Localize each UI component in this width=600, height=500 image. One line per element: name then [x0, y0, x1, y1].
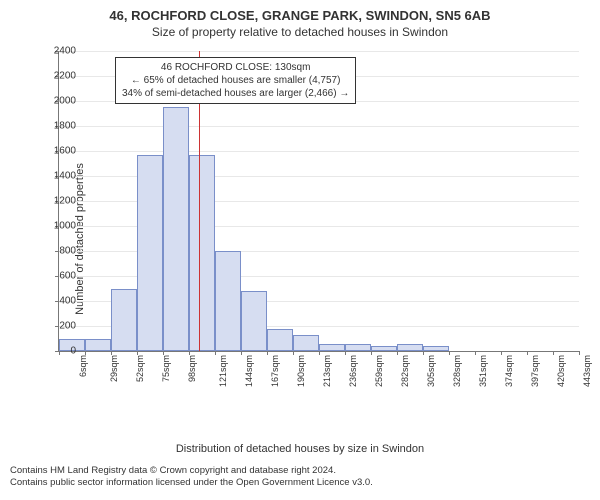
- footer-line2: Contains public sector information licen…: [10, 477, 590, 489]
- chart-container: Number of detached properties 46 ROCHFOR…: [0, 39, 600, 439]
- xtick-label: 374sqm: [504, 355, 514, 387]
- plot-area: 46 ROCHFORD CLOSE: 130sqm ← 65% of detac…: [58, 51, 579, 352]
- xtick-mark: [319, 351, 320, 355]
- xtick-mark: [267, 351, 268, 355]
- ytick-label: 1600: [46, 146, 76, 157]
- xtick-label: 213sqm: [322, 355, 332, 387]
- histogram-bar: [319, 344, 345, 352]
- xtick-mark: [579, 351, 580, 355]
- annotation-line2: ← 65% of detached houses are smaller (4,…: [122, 74, 349, 87]
- footer-line1: Contains HM Land Registry data © Crown c…: [10, 465, 590, 477]
- histogram-bar: [189, 155, 215, 351]
- xtick-label: 144sqm: [244, 355, 254, 387]
- xtick-label: 305sqm: [426, 355, 436, 387]
- xtick-mark: [475, 351, 476, 355]
- annotation-line1: 46 ROCHFORD CLOSE: 130sqm: [122, 61, 349, 74]
- xtick-mark: [345, 351, 346, 355]
- histogram-bar: [137, 155, 163, 351]
- title-subtitle: Size of property relative to detached ho…: [0, 25, 600, 39]
- xtick-label: 259sqm: [374, 355, 384, 387]
- histogram-bar: [371, 346, 397, 351]
- ytick-label: 1400: [46, 171, 76, 182]
- xtick-mark: [527, 351, 528, 355]
- ytick-label: 2000: [46, 96, 76, 107]
- ytick-label: 400: [46, 296, 76, 307]
- ytick-label: 0: [46, 346, 76, 357]
- x-axis-label: Distribution of detached houses by size …: [0, 443, 600, 455]
- xtick-label: 98sqm: [187, 355, 197, 382]
- gridline: [59, 51, 579, 52]
- histogram-bar: [267, 329, 293, 352]
- histogram-bar: [293, 335, 319, 351]
- xtick-mark: [215, 351, 216, 355]
- ytick-label: 200: [46, 321, 76, 332]
- ytick-label: 1000: [46, 221, 76, 232]
- title-address: 46, ROCHFORD CLOSE, GRANGE PARK, SWINDON…: [0, 8, 600, 23]
- xtick-mark: [397, 351, 398, 355]
- xtick-mark: [501, 351, 502, 355]
- annotation-box: 46 ROCHFORD CLOSE: 130sqm ← 65% of detac…: [115, 57, 356, 104]
- xtick-label: 443sqm: [582, 355, 592, 387]
- xtick-label: 52sqm: [135, 355, 145, 382]
- histogram-bar: [345, 344, 371, 352]
- histogram-bar: [397, 344, 423, 352]
- xtick-label: 236sqm: [348, 355, 358, 387]
- ytick-label: 1200: [46, 196, 76, 207]
- ytick-label: 1800: [46, 121, 76, 132]
- footer: Contains HM Land Registry data © Crown c…: [10, 465, 590, 490]
- histogram-bar: [163, 107, 189, 351]
- ytick-label: 600: [46, 271, 76, 282]
- xtick-label: 420sqm: [556, 355, 566, 387]
- gridline: [59, 126, 579, 127]
- xtick-mark: [423, 351, 424, 355]
- histogram-bar: [85, 339, 111, 352]
- xtick-label: 167sqm: [270, 355, 280, 387]
- xtick-label: 282sqm: [400, 355, 410, 387]
- xtick-label: 121sqm: [218, 355, 228, 387]
- xtick-label: 29sqm: [109, 355, 119, 382]
- histogram-bar: [241, 291, 267, 351]
- xtick-mark: [241, 351, 242, 355]
- xtick-mark: [449, 351, 450, 355]
- histogram-bar: [111, 289, 137, 352]
- xtick-mark: [371, 351, 372, 355]
- ytick-label: 2200: [46, 71, 76, 82]
- xtick-mark: [293, 351, 294, 355]
- xtick-label: 351sqm: [478, 355, 488, 387]
- histogram-bar: [215, 251, 241, 351]
- xtick-label: 397sqm: [530, 355, 540, 387]
- xtick-mark: [553, 351, 554, 355]
- xtick-label: 6sqm: [78, 355, 88, 377]
- histogram-bar: [423, 346, 449, 351]
- annotation-line3: 34% of semi-detached houses are larger (…: [122, 87, 349, 100]
- ytick-label: 2400: [46, 46, 76, 57]
- ytick-label: 800: [46, 246, 76, 257]
- xtick-label: 328sqm: [452, 355, 462, 387]
- gridline: [59, 151, 579, 152]
- xtick-label: 75sqm: [161, 355, 171, 382]
- xtick-label: 190sqm: [296, 355, 306, 387]
